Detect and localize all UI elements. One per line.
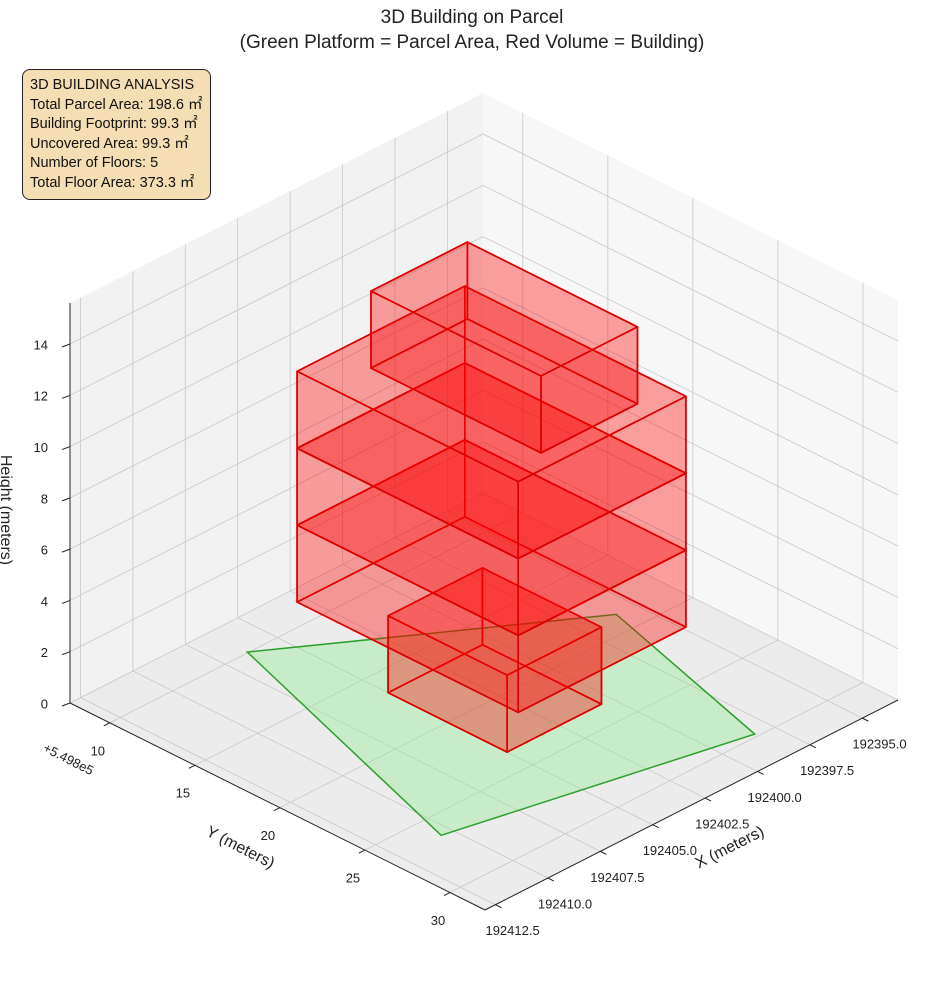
tick-mark (61, 446, 71, 451)
tick-mark (61, 651, 71, 656)
z-tick-label: 6 (41, 543, 48, 558)
tick-mark (547, 877, 555, 882)
x-tick-label: 192407.5 (590, 870, 644, 885)
x-tick-label: 192397.5 (800, 763, 854, 778)
y-axis-line (69, 702, 486, 911)
grid-line (289, 590, 706, 799)
x-tick-label: 192402.5 (695, 817, 749, 832)
grid-line (69, 133, 484, 345)
parcel (245, 613, 757, 837)
grid-line (482, 492, 899, 701)
z-axis-label: Height (meters) (0, 455, 14, 565)
y-offset-label: +5.498e5 (41, 740, 96, 778)
right-pane (483, 93, 898, 700)
tick-mark (103, 722, 111, 727)
tick-mark (704, 797, 712, 802)
x-tick-label: 192400.0 (748, 790, 802, 805)
grid-line (482, 390, 899, 598)
chart-title: 3D Building on Parcel (381, 7, 564, 28)
grid-line (342, 564, 758, 772)
tick-mark (61, 343, 71, 348)
grid-line (69, 287, 484, 499)
building-face (517, 395, 687, 560)
tick-mark (61, 599, 71, 604)
info-line: Total Floor Area: 373.3 ㎡ (30, 174, 195, 191)
z-tick-label: 2 (41, 645, 48, 660)
y-tick-label: 20 (261, 828, 275, 843)
x-tick-label: 192412.5 (485, 923, 539, 938)
grid-line (69, 338, 484, 550)
grid-line (132, 670, 549, 879)
left-pane (70, 93, 483, 703)
grid-line (80, 697, 496, 906)
tick-mark (61, 702, 71, 707)
grid-line (482, 287, 899, 496)
z-tick-label: 8 (41, 491, 48, 506)
y-tick-label: 25 (346, 871, 360, 886)
grid-line (69, 492, 484, 704)
z-tick-label: 0 (41, 696, 48, 711)
grid-line (69, 236, 484, 447)
info-line: Total Parcel Area: 198.6 ㎡ (30, 96, 203, 113)
tick-mark (61, 497, 71, 502)
z-tick-label: 12 (34, 389, 48, 404)
chart-subtitle: (Green Platform = Parcel Area, Red Volum… (240, 32, 705, 53)
grid-line (69, 390, 484, 601)
building-face (540, 326, 639, 454)
x-tick-label: 192405.0 (643, 843, 697, 858)
grid-line (394, 537, 811, 746)
tick-mark (862, 717, 869, 722)
x-tick-label: 192395.0 (852, 737, 906, 752)
grid-line (482, 133, 899, 342)
tick-mark (809, 744, 817, 749)
x-axis-line (484, 699, 899, 911)
grid-line (364, 639, 779, 851)
tick-mark (443, 892, 451, 896)
y-tick-label: 30 (431, 913, 445, 928)
building-face (506, 626, 603, 753)
info-line: Uncovered Area: 99.3 ㎡ (30, 135, 189, 152)
grid-line (109, 512, 523, 724)
tick-mark (188, 764, 196, 769)
info-line: Number of Floors: 5 (30, 155, 159, 171)
tick-mark (273, 807, 281, 812)
z-tick-label: 14 (34, 337, 48, 352)
grid-line (279, 597, 694, 809)
z-tick-label: 4 (41, 594, 48, 609)
tick-mark (61, 548, 71, 553)
grid-line (69, 184, 484, 396)
tick-mark (61, 394, 71, 399)
grid-line (194, 554, 609, 766)
info-line: Building Footprint: 99.3 ㎡ (30, 116, 198, 132)
grid-line (482, 184, 899, 393)
z-tick-label: 10 (34, 440, 48, 455)
tick-mark (495, 904, 502, 909)
tick-mark (652, 824, 659, 829)
grid-line (447, 510, 863, 719)
y-tick-label: 15 (176, 786, 190, 801)
tick-mark (757, 770, 764, 775)
tick-mark (358, 849, 366, 854)
x-tick-label: 192410.0 (538, 896, 592, 911)
grid-line (482, 338, 899, 547)
grid-line (482, 441, 899, 650)
grid-line (69, 441, 484, 653)
tick-mark (600, 850, 607, 855)
grid-line (482, 236, 899, 444)
info-box: 3D BUILDING ANALYSIS Total Parcel Area: 1… (22, 69, 211, 200)
grid-line (185, 644, 601, 852)
y-tick-label: 10 (91, 743, 105, 758)
info-line: 3D BUILDING ANALYSIS (30, 77, 195, 93)
grid-line (449, 682, 864, 893)
